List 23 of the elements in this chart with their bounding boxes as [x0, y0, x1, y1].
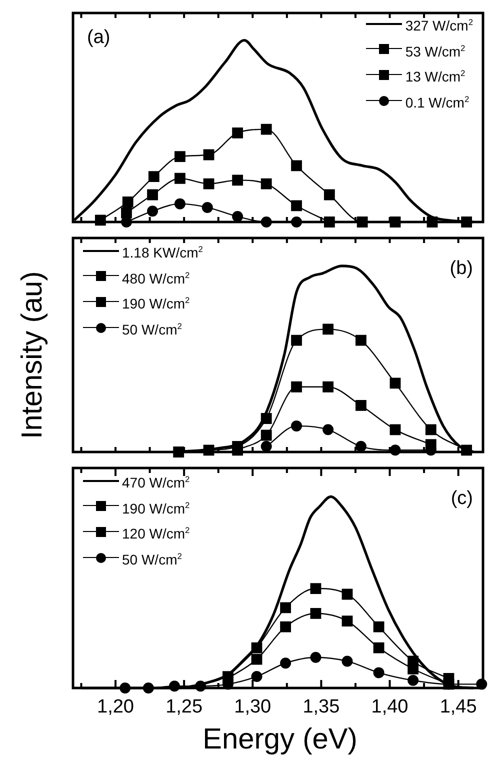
x-tick-label: 1,20 [97, 696, 134, 718]
legend-label: 0.1 W/cm$^{2}$ [405, 92, 470, 113]
x-tick-label: 1,35 [302, 696, 340, 718]
x-tick-label: 1,40 [371, 696, 408, 718]
legend-label: 50 W/cm$^{2}$ [122, 550, 182, 570]
x-tick-label: 1,25 [166, 696, 203, 718]
x-axis-title: Energy (eV) [202, 724, 358, 756]
legend-label: 1.18 KW/cm$^{2}$ [122, 243, 203, 263]
annotation: (b) [450, 258, 473, 280]
legend-label: 53 W/cm$^{2}$ [405, 42, 466, 62]
annotation: (c) [450, 488, 473, 510]
x-tick-label: 1,30 [234, 696, 272, 718]
legend-label: 120 W/cm$^{2}$ [122, 524, 190, 544]
annotation: (a) [87, 27, 110, 49]
legend-label: 190 W/cm$^{2}$ [122, 498, 190, 518]
y-axis-title: Intensity (au) [16, 271, 50, 439]
legend-label: 190 W/cm$^{2}$ [122, 294, 190, 314]
legend-label: 480 W/cm$^{2}$ [122, 268, 190, 288]
legend-label: 327 W/cm$^{2}$ [405, 16, 473, 36]
legend-label: 13 W/cm$^{2}$ [405, 67, 466, 87]
legend-label: 50 W/cm$^{2}$ [122, 320, 182, 340]
x-tick-label: 1,45 [440, 696, 477, 718]
legend-label: 470 W/cm$^{2}$ [122, 473, 190, 493]
